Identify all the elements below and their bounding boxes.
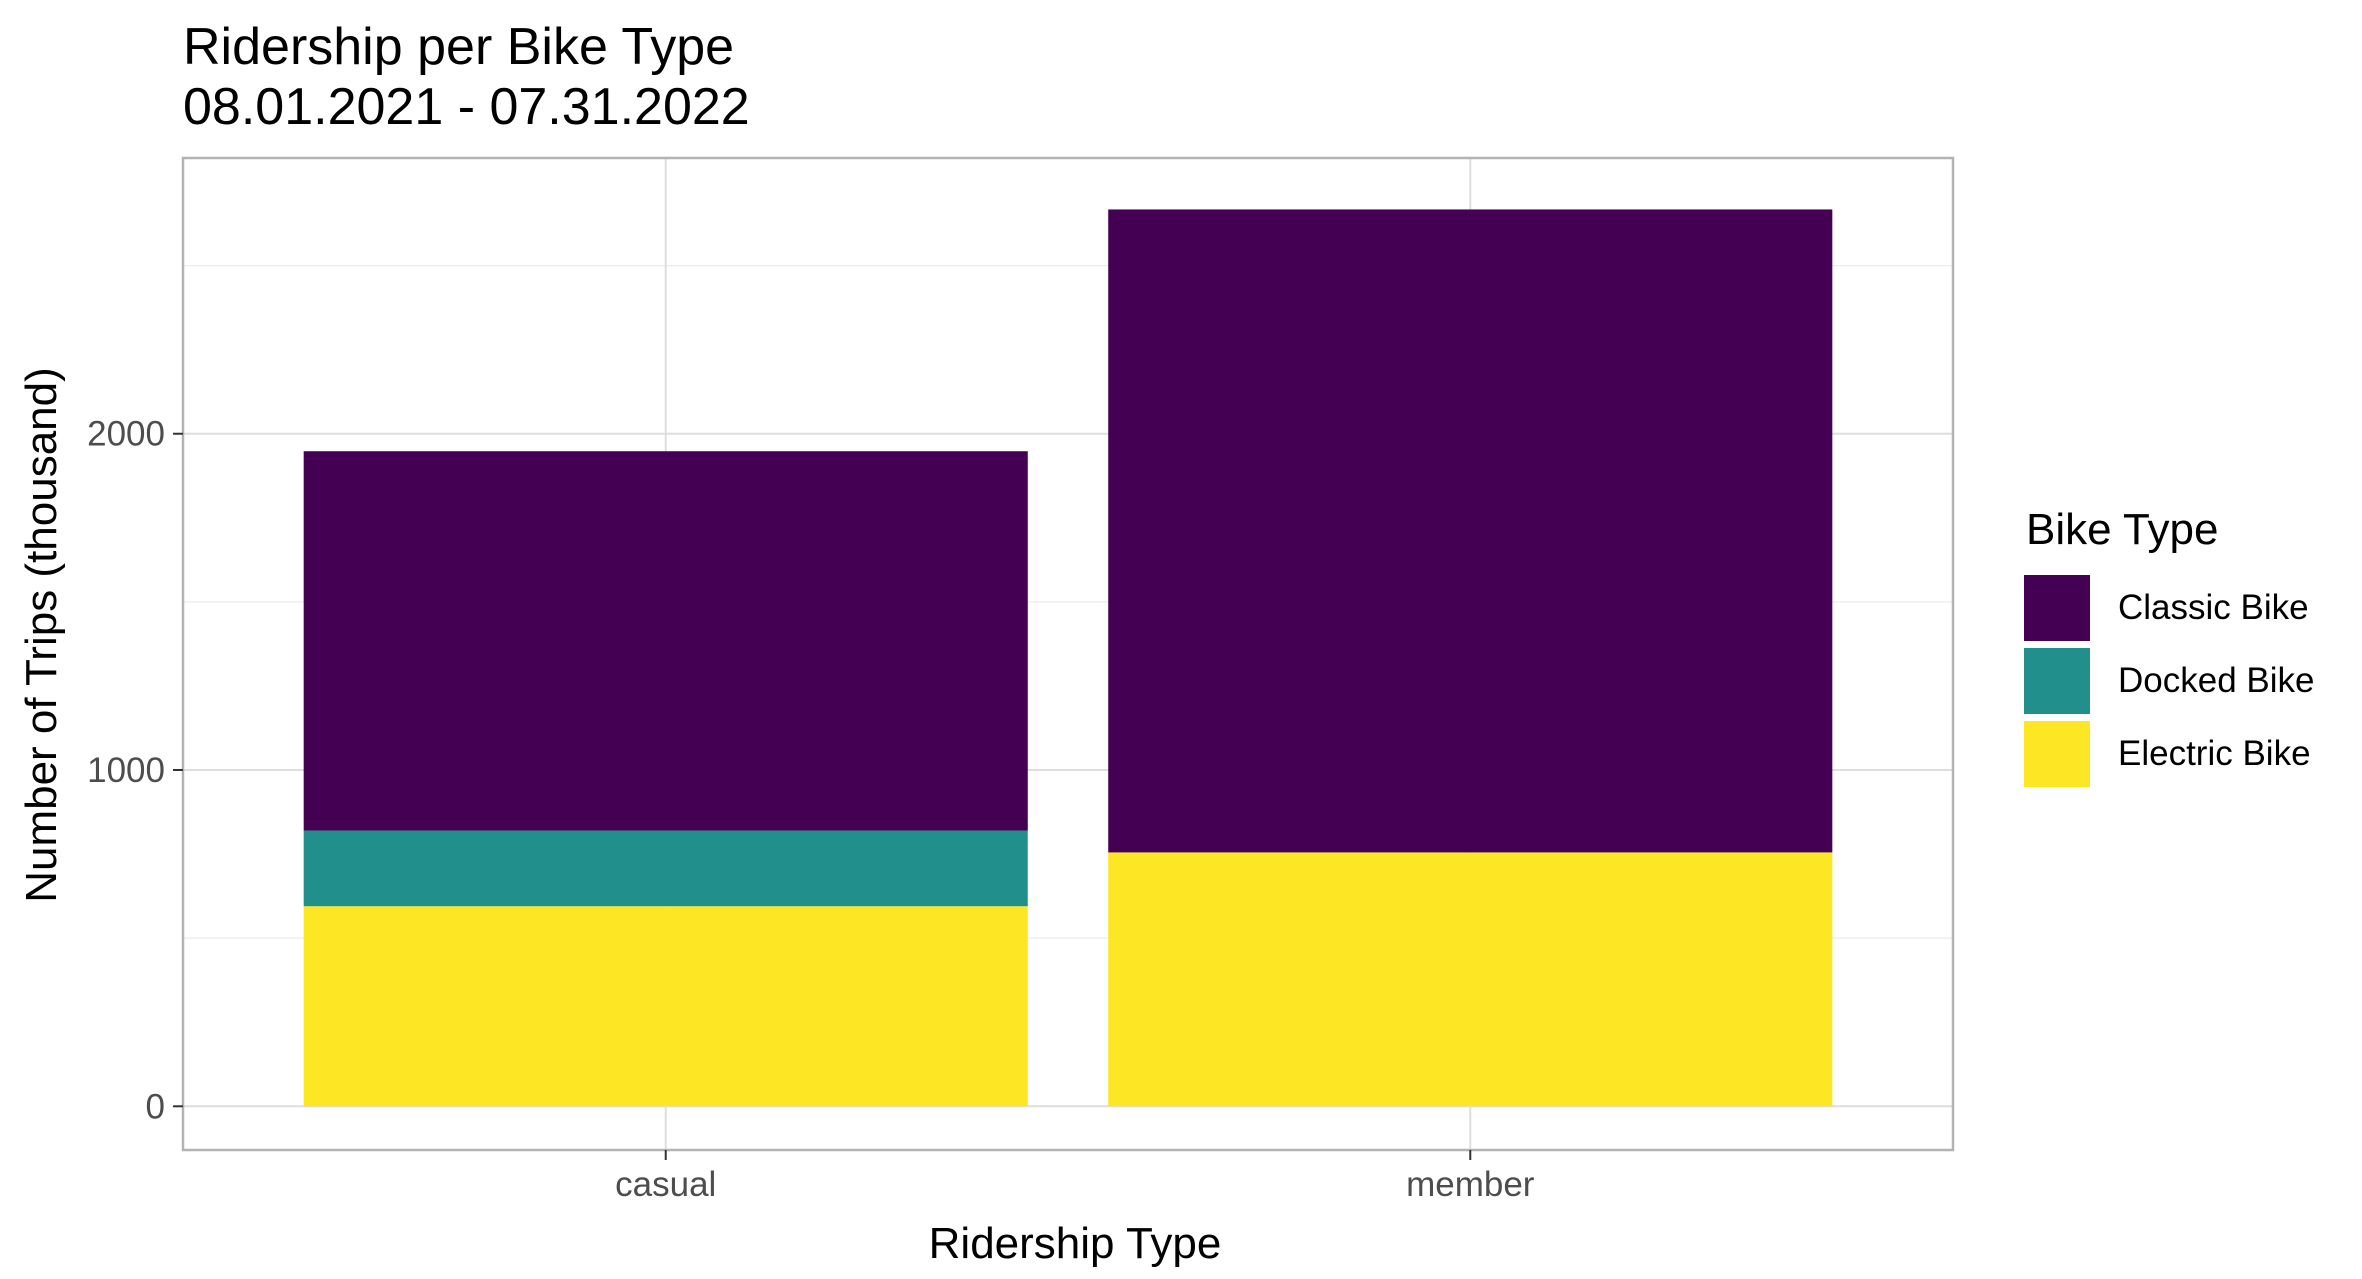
bar-member-electric-bike — [1108, 852, 1833, 1107]
bar-casual-classic-bike — [303, 451, 1028, 831]
bar-casual-electric-bike — [303, 906, 1028, 1107]
x-axis-title: Ridership Type — [929, 1219, 1222, 1268]
legend-swatch-classic-bike — [2024, 574, 2090, 641]
y-tick-label: 1000 — [87, 751, 165, 790]
legend: Bike Type Classic Bike Docked Bike Elect… — [2024, 505, 2314, 790]
chart-subtitle: 08.01.2021 - 07.31.2022 — [183, 78, 750, 136]
y-tick-label: 0 — [146, 1087, 165, 1126]
legend-swatch-electric-bike — [2024, 720, 2090, 787]
y-axis-title: Number of Trips (thousand) — [17, 367, 66, 903]
panel-border — [181, 156, 1955, 1152]
axis-ticks — [173, 432, 1472, 1160]
legend-item-electric-bike: Electric Bike — [2024, 717, 2314, 790]
y-tick-label: 2000 — [87, 415, 165, 454]
legend-item-docked-bike: Docked Bike — [2024, 644, 2314, 717]
x-tick-label: casual — [615, 1165, 716, 1204]
legend-title: Bike Type — [2026, 505, 2219, 554]
legend-label-docked-bike: Docked Bike — [2118, 660, 2315, 700]
bar-casual-docked-bike — [303, 830, 1028, 907]
chart-title: Ridership per Bike Type — [183, 18, 735, 76]
legend-label-classic-bike: Classic Bike — [2118, 587, 2309, 627]
bar-stacks — [303, 209, 1833, 1107]
bar-member-classic-bike — [1108, 209, 1833, 853]
x-tick-label: member — [1406, 1165, 1535, 1204]
axis-tick-labels: 0 1000 2000 casual member — [87, 415, 1535, 1204]
legend-label-electric-bike: Electric Bike — [2118, 733, 2311, 773]
legend-item-classic-bike: Classic Bike — [2024, 571, 2314, 644]
legend-swatch-docked-bike — [2024, 647, 2090, 714]
